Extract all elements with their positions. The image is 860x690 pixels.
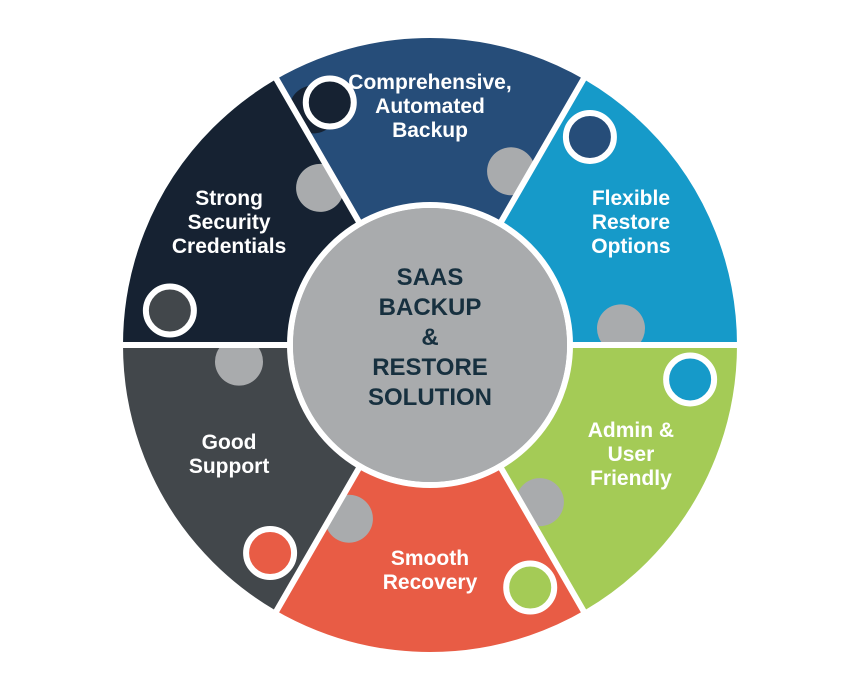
knob-admin-user-friendly: [506, 564, 554, 612]
label-smooth-recovery: SmoothRecovery: [383, 547, 478, 594]
puzzle-infographic: Comprehensive,AutomatedBackupFlexibleRes…: [0, 0, 860, 690]
label-flexible-restore: FlexibleRestoreOptions: [591, 187, 670, 258]
knob-comprehensive-backup: [566, 113, 614, 161]
knob-smooth-recovery: [246, 529, 294, 577]
knob-flexible-restore: [666, 355, 714, 403]
puzzle-svg: Comprehensive,AutomatedBackupFlexibleRes…: [0, 0, 860, 690]
knob-strong-security: [306, 78, 354, 126]
knob-good-support: [146, 287, 194, 335]
